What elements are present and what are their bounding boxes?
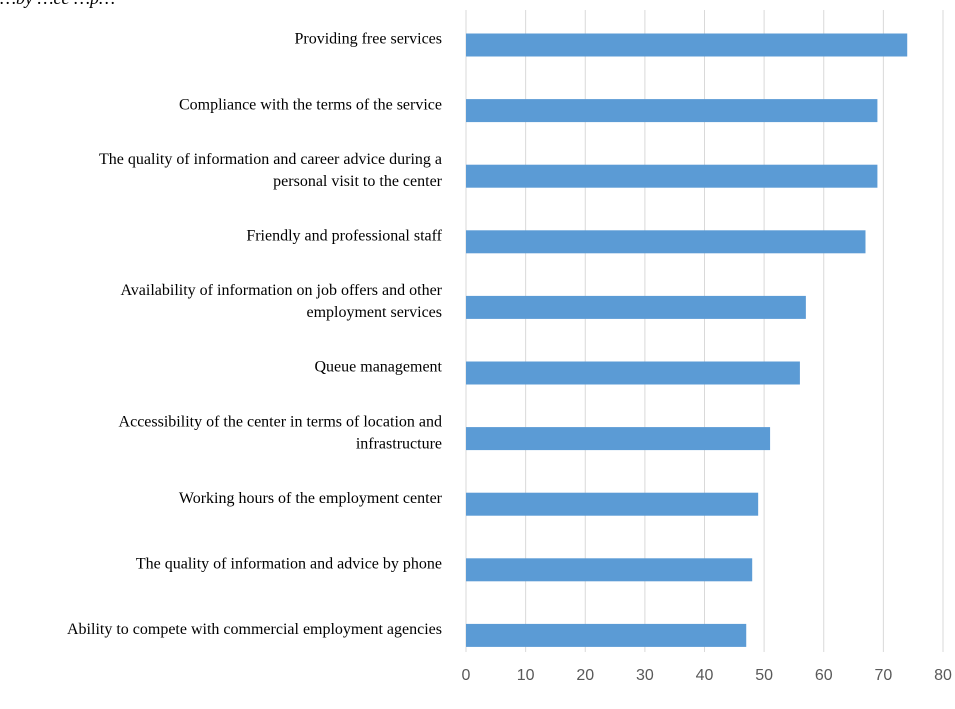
bar xyxy=(466,295,806,319)
category-label: Working hours of the employment center xyxy=(179,490,443,507)
category-label: employment services xyxy=(306,304,442,321)
x-tick-label: 30 xyxy=(636,667,654,684)
category-label: infrastructure xyxy=(356,435,442,452)
bar xyxy=(466,99,878,123)
bar xyxy=(466,492,759,516)
category-label: Providing free services xyxy=(294,31,442,48)
x-tick-label: 20 xyxy=(576,667,594,684)
x-tick-label: 70 xyxy=(874,667,892,684)
bar xyxy=(466,623,747,647)
bar xyxy=(466,427,771,451)
bar xyxy=(466,230,866,254)
category-label: personal visit to the center xyxy=(273,173,443,190)
category-label: The quality of information and career ad… xyxy=(99,151,442,168)
category-label: Accessibility of the center in terms of … xyxy=(119,413,442,430)
chart-title-partial: …by …ce …p… xyxy=(0,0,115,9)
x-tick-label: 0 xyxy=(462,667,471,684)
x-tick-label: 80 xyxy=(934,667,952,684)
x-tick-label: 60 xyxy=(815,667,833,684)
x-tick-label: 50 xyxy=(755,667,773,684)
bar xyxy=(466,164,878,188)
category-label: Availability of information on job offer… xyxy=(120,282,442,299)
bar xyxy=(466,361,800,385)
x-tick-label: 40 xyxy=(696,667,714,684)
bar xyxy=(466,558,753,582)
category-label: Queue management xyxy=(315,359,443,376)
category-label: Compliance with the terms of the service xyxy=(179,96,442,113)
category-label: Friendly and professional staff xyxy=(246,227,442,244)
bar xyxy=(466,33,908,57)
category-label: The quality of information and advice by… xyxy=(136,555,442,572)
category-label: Ability to compete with commercial emplo… xyxy=(67,621,442,638)
x-tick-label: 10 xyxy=(517,667,535,684)
